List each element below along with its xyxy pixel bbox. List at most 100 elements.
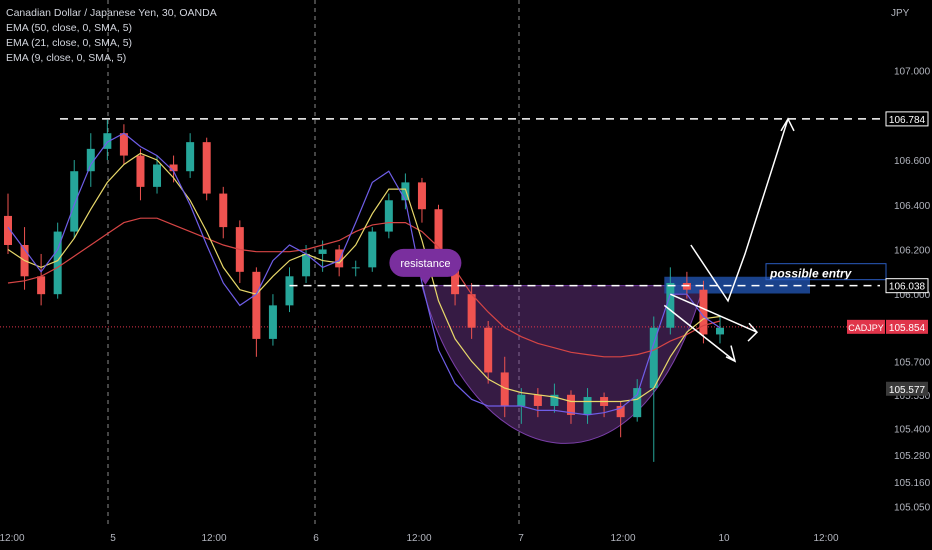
projection-arrow-head [780, 117, 795, 132]
candle-8 [136, 148, 145, 201]
candle-body-19 [318, 249, 327, 254]
x-tick-1: 5 [110, 533, 116, 544]
y-tick-3: 106.200 [894, 245, 931, 256]
candle-body-15 [252, 271, 261, 339]
candle-body-17 [285, 276, 294, 306]
candle-body-3 [53, 231, 62, 295]
projection-arrow-path [690, 118, 789, 303]
price-marker-0: 106.784 [885, 111, 929, 127]
candle-body-12 [202, 142, 211, 194]
x-tick-3: 6 [313, 533, 319, 544]
resistance-callout-tail [419, 275, 432, 285]
symbol-tag: CADJPY [848, 323, 884, 333]
cup-pattern-shape [421, 285, 705, 444]
candle-body-25 [417, 182, 426, 210]
price-marker-2: CADJPY 105.854 [847, 319, 928, 334]
candle-body-35 [583, 397, 592, 415]
ema-layer [7, 132, 721, 416]
candle-22 [368, 227, 377, 272]
indicator-legend: Canadian Dollar / Japanese Yen, 30, OAND… [6, 6, 217, 66]
candle-19 [318, 240, 327, 272]
price-marker-3: 105.577 [886, 381, 928, 396]
y-tick-4: 105.700 [894, 357, 931, 368]
y-tick-2: 106.400 [894, 201, 931, 212]
ema-line-2 [7, 132, 721, 416]
price-marker-label-1: 106.038 [889, 282, 926, 293]
x-tick-6: 12:00 [610, 533, 635, 544]
price-marker-bg-3 [886, 381, 928, 396]
candle-body-23 [384, 200, 393, 232]
candle-body-43 [716, 327, 724, 335]
annotations-layer-under [0, 276, 850, 444]
x-tick-8: 12:00 [813, 533, 838, 544]
y-tick-8: 105.050 [894, 503, 931, 514]
y-tick-7: 105.160 [894, 478, 931, 489]
candle-30 [500, 356, 509, 418]
y-tick-0: 107.000 [894, 67, 931, 78]
y-tick-partial-1: 105.550 [894, 391, 931, 402]
candle-body-32 [533, 394, 542, 406]
candle-body-13 [219, 193, 228, 228]
candle-39 [649, 316, 658, 462]
candle-35 [583, 388, 592, 424]
candle-2 [37, 253, 46, 306]
y-tick-5: 105.400 [894, 424, 931, 435]
candle-body-42 [699, 289, 708, 335]
candle-body-28 [467, 294, 476, 328]
candle-body-37 [616, 405, 625, 418]
channel-arrow-upper [670, 293, 759, 342]
x-tick-5: 7 [518, 533, 524, 544]
x-tick-2: 12:00 [201, 533, 226, 544]
candle-body-33 [550, 394, 559, 406]
candle-7 [119, 124, 128, 165]
y-tick-1: 106.600 [894, 156, 931, 167]
candle-body-26 [434, 209, 443, 261]
candle-13 [219, 186, 228, 239]
y-tick-6: 105.280 [894, 451, 931, 462]
candle-body-20 [335, 249, 344, 268]
candle-body-4 [70, 171, 79, 232]
price-marker-bg-1 [885, 278, 929, 294]
candle-23 [384, 193, 393, 239]
candle-body-2 [37, 276, 46, 295]
time-axis[interactable]: 12:00 5 12:00 6 12:00 7 12:00 10 12:00 [0, 533, 839, 544]
candle-body-21 [351, 267, 360, 269]
candle-body-38 [633, 388, 642, 418]
candle-body-8 [136, 155, 145, 187]
x-tick-7: 10 [718, 533, 730, 544]
candle-29 [484, 321, 493, 384]
ema-line-1 [7, 152, 721, 403]
channel-arrow-lower [663, 304, 737, 363]
x-tick-0: 12:00 [0, 533, 25, 544]
candle-16 [268, 294, 277, 346]
candle-17 [285, 267, 294, 313]
resistance-callout: resistance [389, 248, 462, 285]
candle-body-10 [169, 164, 178, 172]
candle-25 [417, 177, 426, 223]
price-marker-bg-0 [885, 111, 929, 127]
candle-body-5 [86, 148, 95, 172]
price-axis[interactable]: 107.000 106.600 106.400 106.200 105.700 105.4… [847, 67, 931, 514]
candle-5 [86, 133, 95, 187]
candle-body-16 [268, 305, 277, 339]
candle-body-30 [500, 372, 509, 406]
symbol-tag-bg [847, 319, 885, 334]
candle-body-39 [649, 327, 658, 389]
candle-body-29 [484, 327, 493, 373]
ema-21-label: EMA (21, close, 0, SMA, 5) [6, 37, 133, 49]
candle-15 [252, 267, 261, 357]
candle-body-34 [566, 394, 575, 415]
currency-label: JPY [891, 8, 910, 19]
candle-32 [533, 388, 542, 418]
price-marker-label-2: 105.854 [889, 323, 926, 334]
candle-body-7 [119, 133, 128, 156]
candle-body-6 [103, 133, 112, 149]
candle-body-9 [153, 164, 162, 187]
candle-34 [566, 390, 575, 424]
resistance-label: resistance [400, 258, 450, 270]
possible-entry-frame [765, 263, 887, 281]
candle-body-24 [401, 182, 410, 201]
candle-18 [302, 244, 311, 284]
